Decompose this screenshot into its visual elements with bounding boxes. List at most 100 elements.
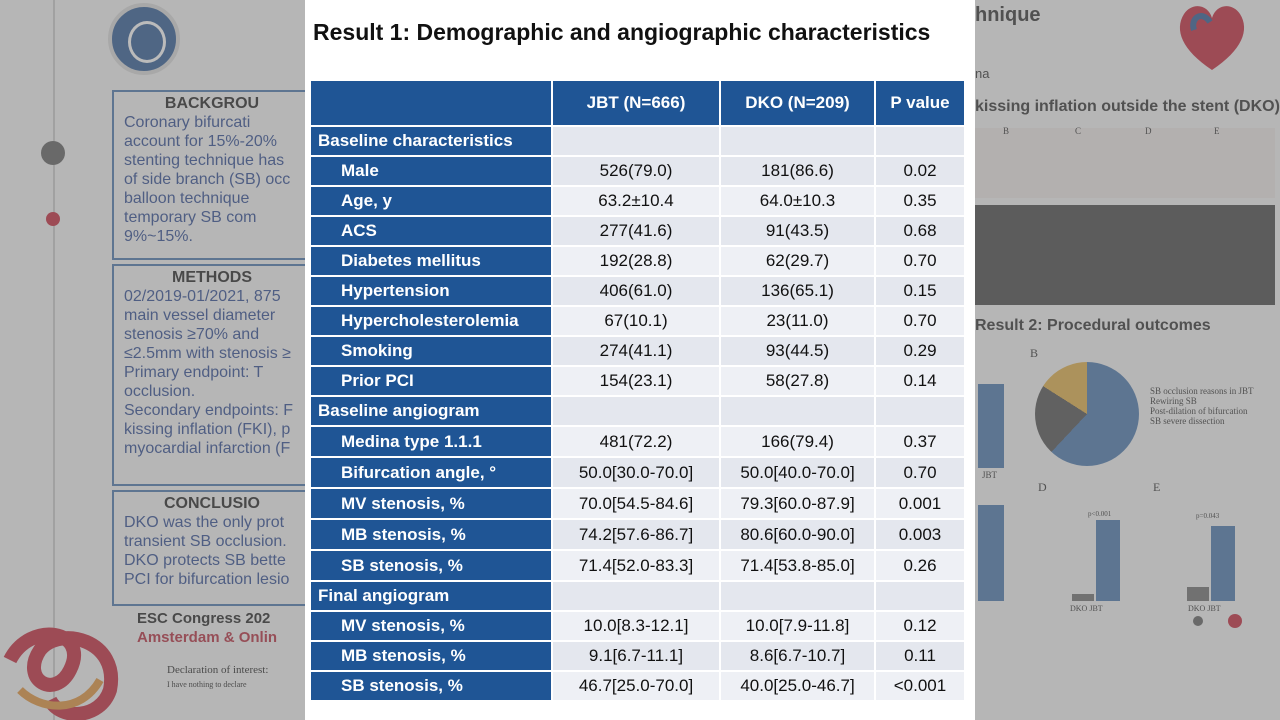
section-heading: CONCLUSIO: [164, 495, 260, 512]
dko-heading: kissing inflation outside the stent (DKO…: [975, 98, 1280, 115]
dko-cell: 93(44.5): [721, 337, 874, 365]
nav-dot[interactable]: [1193, 616, 1203, 626]
jbt-cell: 50.0[30.0-70.0]: [553, 458, 719, 487]
nav-dot-active[interactable]: [1228, 614, 1242, 628]
table-row: Bifurcation angle, ° 50.0[30.0-70.0] 50.0[…: [311, 458, 964, 487]
section-line: occlusion.: [124, 383, 196, 400]
table-row: Prior PCI 154(23.1) 58(27.8) 0.14: [311, 367, 964, 395]
angio-label: C: [1075, 126, 1082, 136]
table-row: SB stenosis, % 71.4[52.0-83.3] 71.4[53.8-8…: [311, 551, 964, 580]
pie-legend-title: SB occlusion reasons in JBT: [1150, 386, 1254, 396]
section-line: Coronary bifurcati: [124, 114, 251, 131]
jbt-cell: 46.7[25.0-70.0]: [553, 672, 719, 700]
section-line: myocardial infarction (F: [124, 440, 291, 457]
chart-bar-dko: [1072, 594, 1094, 601]
empty-cell: [721, 127, 874, 155]
row-label: Hypertension: [311, 277, 551, 305]
section-line: Primary endpoint: T: [124, 364, 264, 381]
dko-cell: 71.4[53.8-85.0]: [721, 551, 874, 580]
pie-legend-item: Post-dilation of bifurcation: [1150, 406, 1248, 416]
result-table-overlay: Result 1: Demographic and angiographic c…: [305, 0, 975, 720]
jbt-cell: 63.2±10.4: [553, 187, 719, 215]
dko-cell: 79.3[60.0-87.9]: [721, 489, 874, 518]
timeline-dot-active[interactable]: [46, 212, 60, 226]
p-cell: 0.26: [876, 551, 964, 580]
table-row: MB stenosis, % 9.1[6.7-11.1] 8.6[6.7-10.7]…: [311, 642, 964, 670]
panel-label: E: [1153, 480, 1161, 494]
p-cell: 0.003: [876, 520, 964, 549]
p-cell: <0.001: [876, 672, 964, 700]
empty-cell: [876, 582, 964, 610]
panel-label: D: [1038, 480, 1047, 494]
row-label: MV stenosis, %: [311, 489, 551, 518]
jbt-cell: 526(79.0): [553, 157, 719, 185]
section-line: Secondary endpoints: F: [124, 402, 293, 419]
sb-occlusion-pie-chart: [1035, 362, 1139, 466]
table-row: Hypercholesterolemia 67(10.1) 23(11.0) 0.70: [311, 307, 964, 335]
dko-cell: 10.0[7.9-11.8]: [721, 612, 874, 640]
heart-logo: [1179, 6, 1245, 70]
section-label: Baseline characteristics: [311, 127, 551, 155]
table-row: Medina type 1.1.1 481(72.2) 166(79.4) 0.37: [311, 427, 964, 456]
table-row: MV stenosis, % 10.0[8.3-12.1] 10.0[7.9-11.…: [311, 612, 964, 640]
empty-cell: [553, 127, 719, 155]
characteristics-table: JBT (N=666) DKO (N=209) P value Baseline…: [309, 79, 966, 702]
p-cell: 0.12: [876, 612, 964, 640]
table-row: Male 526(79.0) 181(86.6) 0.02: [311, 157, 964, 185]
empty-cell: [721, 397, 874, 425]
p-cell: 0.11: [876, 642, 964, 670]
table-section-row: Baseline angiogram: [311, 397, 964, 425]
section-line: ≤2.5mm with stenosis ≥: [124, 345, 291, 362]
section-line: temporary SB com: [124, 209, 257, 226]
section-line: 9%~15%.: [124, 228, 193, 245]
chart-bar: [978, 384, 1004, 468]
angiography-images-bottom: [975, 205, 1275, 305]
section-line: main vessel diameter: [124, 307, 276, 324]
chart-bar-jbt: [1096, 520, 1120, 601]
row-label: Male: [311, 157, 551, 185]
chart-bar-dko: [1187, 587, 1209, 601]
angiography-images-top: [975, 128, 1275, 198]
poster-title-fragment: hnique: [975, 4, 1041, 26]
row-label: MB stenosis, %: [311, 642, 551, 670]
section-label: Baseline angiogram: [311, 397, 551, 425]
p-cell: 0.37: [876, 427, 964, 456]
dko-cell: 181(86.6): [721, 157, 874, 185]
chart-x-label: JBT: [982, 470, 998, 480]
conclusion-section: CONCLUSIO DKO was the only prot transien…: [112, 490, 312, 606]
table-row: Diabetes mellitus 192(28.8) 62(29.7) 0.70: [311, 247, 964, 275]
congress-name: ESC Congress 202: [137, 610, 271, 627]
jbt-cell: 74.2[57.6-86.7]: [553, 520, 719, 549]
section-line: stenting technique has: [124, 152, 285, 169]
header-jbt: JBT (N=666): [553, 81, 719, 125]
panel-label: B: [1030, 346, 1039, 360]
dko-cell: 80.6[60.0-90.0]: [721, 520, 874, 549]
table-section-row: Final angiogram: [311, 582, 964, 610]
jbt-cell: 70.0[54.5-84.6]: [553, 489, 719, 518]
table-row: Hypertension 406(61.0) 136(65.1) 0.15: [311, 277, 964, 305]
p-cell: 0.35: [876, 187, 964, 215]
row-label: Diabetes mellitus: [311, 247, 551, 275]
table-header-row: JBT (N=666) DKO (N=209) P value: [311, 81, 964, 125]
dko-cell: 91(43.5): [721, 217, 874, 245]
row-label: MB stenosis, %: [311, 520, 551, 549]
row-label: Medina type 1.1.1: [311, 427, 551, 456]
row-label: SB stenosis, %: [311, 672, 551, 700]
timeline-dot[interactable]: [41, 141, 65, 165]
chart-pvalue: p<0.001: [1088, 510, 1112, 518]
empty-cell: [721, 582, 874, 610]
timeline-line: [53, 0, 55, 720]
section-label: Final angiogram: [311, 582, 551, 610]
table-row: Age, y 63.2±10.4 64.0±10.3 0.35: [311, 187, 964, 215]
pie-legend-item: SB severe dissection: [1150, 416, 1225, 426]
header-label-column: [311, 81, 551, 125]
p-cell: 0.29: [876, 337, 964, 365]
poster-affiliation-fragment: na: [975, 66, 990, 81]
jbt-cell: 277(41.6): [553, 217, 719, 245]
dko-cell: 40.0[25.0-46.7]: [721, 672, 874, 700]
dko-cell: 166(79.4): [721, 427, 874, 456]
p-cell: 0.70: [876, 458, 964, 487]
methods-section: METHODS 02/2019-01/2021, 875 main vessel…: [112, 264, 312, 486]
chart-bar: [978, 505, 1004, 601]
p-cell: 0.70: [876, 247, 964, 275]
